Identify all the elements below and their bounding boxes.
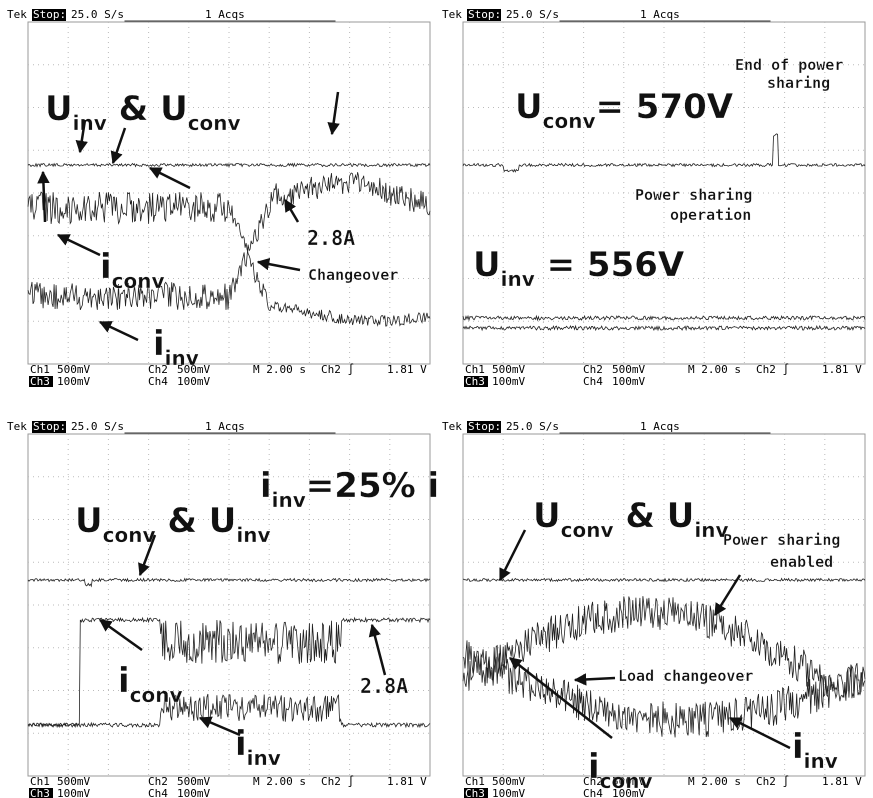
timebase: M 2.00 s bbox=[688, 775, 741, 788]
timebase: M 2.00 s bbox=[253, 363, 306, 376]
channel-label: Ch3 bbox=[465, 787, 485, 798]
annotation-subscript: inv bbox=[165, 346, 199, 370]
annotation-subscript: conv bbox=[600, 769, 653, 793]
annotation-text: Power sharing bbox=[635, 186, 752, 204]
annotation-subscript: inv bbox=[804, 749, 838, 773]
channel-label: Ch3 bbox=[30, 787, 50, 798]
annotation-subscript: conv bbox=[130, 683, 183, 707]
trigger-level: 1.81 V bbox=[387, 775, 427, 788]
acquisitions: 1 Acqs bbox=[640, 420, 680, 433]
channel-label: Ch4 bbox=[583, 375, 603, 388]
channel-scale: 100mV bbox=[57, 375, 90, 388]
annotation-subscript: inv bbox=[73, 111, 107, 135]
annotation-text: Power sharing bbox=[723, 531, 840, 549]
annotation-subscript: inv bbox=[272, 488, 306, 512]
annotation-subscript: inv bbox=[501, 267, 535, 291]
channel-scale: 100mV bbox=[612, 375, 645, 388]
annotation-text: i bbox=[588, 747, 600, 787]
trigger-source: Ch2 ∫ bbox=[756, 775, 789, 788]
annotation-text: U bbox=[45, 89, 73, 129]
annotation-subscript: conv bbox=[543, 109, 596, 133]
annotation-text: 2.8A bbox=[307, 226, 355, 250]
annotation-text: i bbox=[100, 247, 112, 287]
annotation: operation bbox=[670, 206, 751, 224]
annotation-text: End of power bbox=[735, 56, 843, 74]
channel-label: Ch4 bbox=[148, 375, 168, 388]
annotation-text: i bbox=[792, 727, 804, 767]
annotation: sharing bbox=[767, 74, 830, 92]
annotation: Power sharing bbox=[723, 531, 840, 549]
annotation-text: i bbox=[153, 324, 165, 364]
annotation-subscript: inv bbox=[236, 523, 270, 547]
annotation-text: = 556V bbox=[535, 245, 685, 285]
annotation: enabled bbox=[770, 553, 833, 571]
annotation-subscript: conv bbox=[188, 111, 241, 135]
annotation: 2.8A bbox=[307, 226, 355, 250]
scope-panel: TekStop:25.0 S/s1 AcqsCh1500mVCh2500mVM … bbox=[442, 420, 865, 798]
sample-rate: 25.0 S/s bbox=[506, 420, 559, 433]
acq-state: Stop: bbox=[468, 8, 501, 21]
annotation: End of power bbox=[735, 56, 843, 74]
annotation-subscript: conv bbox=[561, 518, 614, 542]
trigger-level: 1.81 V bbox=[387, 363, 427, 376]
acq-state: Stop: bbox=[33, 420, 66, 433]
trigger-source: Ch2 ∫ bbox=[321, 775, 354, 788]
annotation-subscript: inv bbox=[247, 746, 281, 770]
annotation: Load changeover bbox=[618, 667, 753, 685]
annotation-text: operation bbox=[670, 206, 751, 224]
annotation-text: & U bbox=[107, 89, 188, 129]
screenshot: TekStop:25.0 S/s1 AcqsCh1500mVCh2500mVM … bbox=[0, 0, 873, 798]
annotation-text: 2.8A bbox=[360, 674, 408, 698]
channel-scale: 100mV bbox=[492, 787, 525, 798]
channel-scale: 100mV bbox=[177, 375, 210, 388]
annotation-subscript: conv bbox=[103, 523, 156, 547]
annotation-text: & U bbox=[155, 501, 236, 541]
channel-scale: 100mV bbox=[177, 787, 210, 798]
brand: Tek bbox=[7, 8, 27, 21]
annotation-text: & U bbox=[613, 496, 694, 536]
timebase: M 2.00 s bbox=[688, 363, 741, 376]
sample-rate: 25.0 S/s bbox=[71, 420, 124, 433]
annotation-subscript: conv bbox=[112, 269, 165, 293]
annotation-text: i bbox=[118, 661, 130, 701]
channel-label: Ch3 bbox=[465, 375, 485, 388]
annotation-text: i bbox=[260, 466, 272, 506]
annotation-text: U bbox=[515, 87, 543, 127]
annotation-text: =25% i bbox=[306, 466, 439, 506]
sample-rate: 25.0 S/s bbox=[506, 8, 559, 21]
acquisitions: 1 Acqs bbox=[205, 420, 245, 433]
annotation-text: enabled bbox=[770, 553, 833, 571]
trigger-level: 1.81 V bbox=[822, 363, 862, 376]
annotation-text: = 570V bbox=[595, 87, 733, 127]
trigger-source: Ch2 ∫ bbox=[756, 363, 789, 376]
acquisitions: 1 Acqs bbox=[205, 8, 245, 21]
channel-scale: 100mV bbox=[492, 375, 525, 388]
trigger-source: Ch2 ∫ bbox=[321, 363, 354, 376]
annotation-text: U bbox=[533, 496, 561, 536]
brand: Tek bbox=[442, 420, 462, 433]
sample-rate: 25.0 S/s bbox=[71, 8, 124, 21]
acq-state: Stop: bbox=[468, 420, 501, 433]
scope-panel: TekStop:25.0 S/s1 AcqsCh1500mVCh2500mVM … bbox=[7, 420, 439, 798]
annotation-text: Load changeover bbox=[618, 667, 753, 685]
annotation-text: U bbox=[473, 245, 501, 285]
brand: Tek bbox=[442, 8, 462, 21]
timebase: M 2.00 s bbox=[253, 775, 306, 788]
channel-label: Ch4 bbox=[148, 787, 168, 798]
annotation-text: U bbox=[75, 501, 103, 541]
annotation: Power sharing bbox=[635, 186, 752, 204]
channel-scale: 100mV bbox=[57, 787, 90, 798]
trigger-level: 1.81 V bbox=[822, 775, 862, 788]
annotation: Changeover bbox=[308, 266, 398, 284]
channel-label: Ch3 bbox=[30, 375, 50, 388]
annotation-text: i bbox=[235, 724, 247, 764]
annotation-text: sharing bbox=[767, 74, 830, 92]
brand: Tek bbox=[7, 420, 27, 433]
acq-state: Stop: bbox=[33, 8, 66, 21]
acquisitions: 1 Acqs bbox=[640, 8, 680, 21]
annotation: 2.8A bbox=[360, 674, 408, 698]
annotation-text: Changeover bbox=[308, 266, 398, 284]
